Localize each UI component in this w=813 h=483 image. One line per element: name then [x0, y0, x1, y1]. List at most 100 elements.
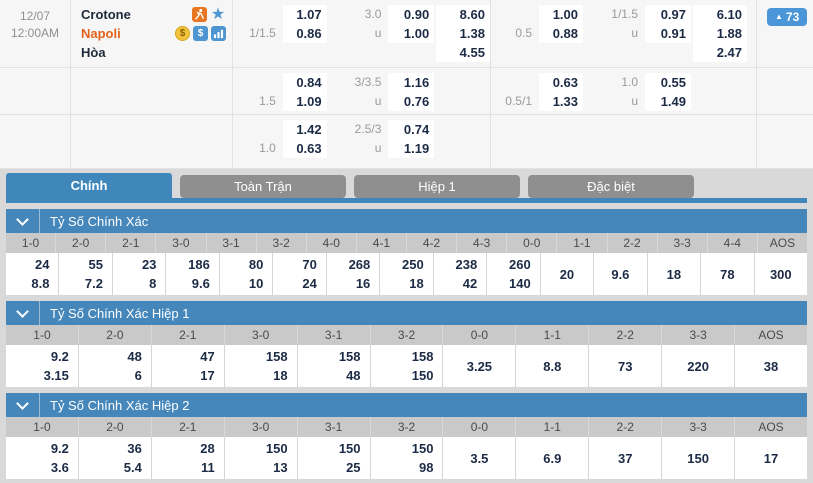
- over-odds[interactable]: 1.16: [388, 73, 435, 92]
- handicap-home-odds[interactable]: 1.42: [282, 120, 327, 139]
- match-odds-panel: 12/07 12:00AM Crotone ★ Napoli $ $: [0, 0, 813, 169]
- draw-odds[interactable]: 4.55: [436, 43, 490, 62]
- away-win-odds[interactable]: 1.38: [436, 24, 490, 43]
- score-odds-cell[interactable]: 24 8.8: [6, 253, 60, 295]
- dollar-icon[interactable]: $: [193, 26, 208, 41]
- handicap-away-odds[interactable]: 0.63: [282, 139, 327, 158]
- tab-toan-tran[interactable]: Toàn Trận: [180, 175, 346, 198]
- score-odds-cell[interactable]: 9.2 3.6: [6, 437, 79, 479]
- under-odds[interactable]: 1.49: [645, 92, 691, 111]
- away-win-odds[interactable]: 1.88: [693, 24, 747, 43]
- collapse-toggle[interactable]: [6, 393, 40, 417]
- handicap-away-odds[interactable]: 0.88: [539, 24, 583, 43]
- handicap-home-odds[interactable]: 1.00: [539, 5, 583, 24]
- score-odds-cell[interactable]: 18: [648, 253, 702, 295]
- score-odds-cell[interactable]: 28 11: [152, 437, 225, 479]
- score-odds-cell[interactable]: 150 98: [371, 437, 444, 479]
- score-odds-cell[interactable]: 220: [662, 345, 736, 387]
- score-odds-cell[interactable]: 150: [662, 437, 736, 479]
- score-odds-cell[interactable]: 6.9: [516, 437, 590, 479]
- market-tabs: Chính Toàn Trận Hiệp 1 Đặc biệt: [6, 173, 807, 198]
- score-column-header: 3-2: [371, 417, 444, 437]
- player-icon[interactable]: [192, 7, 207, 22]
- tab-hiep-1[interactable]: Hiệp 1: [354, 175, 520, 198]
- score-odds-cell[interactable]: 55 7.2: [59, 253, 113, 295]
- tab-dac-biet[interactable]: Đặc biệt: [528, 175, 694, 198]
- score-odds-cell[interactable]: 8.8: [516, 345, 590, 387]
- score-odds-cell[interactable]: 9.6: [594, 253, 648, 295]
- stats-icon[interactable]: [211, 26, 226, 41]
- handicap-away-odds[interactable]: 0.86: [282, 24, 327, 43]
- score-odds-cell[interactable]: 73: [589, 345, 663, 387]
- handicap-label: [491, 73, 539, 92]
- match-time: 12:00AM: [10, 26, 60, 40]
- score-column-header: 3-3: [662, 325, 736, 345]
- home-win-odds[interactable]: 8.60: [436, 5, 490, 24]
- handicap-away-odds[interactable]: 1.09: [282, 92, 327, 111]
- score-odds-cell[interactable]: 80 10: [220, 253, 274, 295]
- live-count-badge[interactable]: ▲ 73: [767, 7, 808, 26]
- score-header-row: 1-0 2-0 2-1 3-0 3-1 3-2 4-0 4-1 4-2 4-3 0-0 1-1 2-2 3…: [6, 233, 807, 253]
- score-odds-cell[interactable]: 260 140: [487, 253, 541, 295]
- odds-row-2: 1.5 0.84 1.09 3/3.5 u 1.16 0.76: [0, 68, 813, 115]
- under-odds[interactable]: 0.91: [645, 24, 691, 43]
- score-odds-cell[interactable]: 36 5.4: [79, 437, 152, 479]
- score-odds-cell[interactable]: 78: [701, 253, 755, 295]
- score-header-row: 1-0 2-0 2-1 3-0 3-1 3-2 0-0 1-1 2-2 3-3 AOS: [6, 417, 807, 437]
- score-odds-cell[interactable]: 158 18: [225, 345, 298, 387]
- score-column-header: 1-1: [516, 325, 590, 345]
- draw-odds[interactable]: 2.47: [693, 43, 747, 62]
- section-header[interactable]: Tỷ Số Chính Xác Hiệp 2: [6, 393, 807, 417]
- match-datetime: 12/07 12:00AM: [0, 0, 71, 67]
- score-odds-cell[interactable]: 37: [589, 437, 663, 479]
- home-team-name: Crotone: [81, 7, 131, 22]
- tab-chinh[interactable]: Chính: [6, 173, 172, 198]
- handicap-home-odds[interactable]: 1.07: [282, 5, 327, 24]
- score-column-header: AOS: [758, 328, 784, 342]
- score-odds-cell[interactable]: 23 8: [113, 253, 167, 295]
- score-column-header: 3-1: [298, 417, 371, 437]
- score-column-header: 0-0: [507, 233, 558, 253]
- score-column-header: 4-2: [407, 233, 458, 253]
- score-odds-cell[interactable]: 3.5: [443, 437, 517, 479]
- score-odds-cell[interactable]: 47 17: [152, 345, 225, 387]
- score-odds-cell[interactable]: 17: [763, 450, 779, 466]
- score-odds-cell[interactable]: 300: [769, 266, 792, 282]
- star-icon[interactable]: ★: [210, 6, 226, 23]
- handicap-away-odds[interactable]: 1.33: [539, 92, 583, 111]
- score-odds-cell[interactable]: 38: [763, 358, 779, 374]
- section-header[interactable]: Tỷ Số Chính Xác: [6, 209, 807, 233]
- away-team-name: Napoli: [81, 26, 121, 41]
- home-win-odds[interactable]: 6.10: [693, 5, 747, 24]
- section-header[interactable]: Tỷ Số Chính Xác Hiệp 1: [6, 301, 807, 325]
- handicap-home-odds[interactable]: 0.63: [539, 73, 583, 92]
- under-odds[interactable]: 1.00: [388, 24, 435, 43]
- handicap-home-odds[interactable]: 0.84: [282, 73, 327, 92]
- score-odds-cell[interactable]: 20: [541, 253, 595, 295]
- odds-block-right-1: 0.5 1.00 0.88 1/1.5 u 0.97 0.91 6.10 1.8…: [491, 0, 757, 67]
- coin-icon[interactable]: $: [175, 26, 190, 41]
- over-odds[interactable]: 0.90: [388, 5, 435, 24]
- score-column-header: 3-1: [298, 325, 371, 345]
- score-odds-cell[interactable]: 238 42: [434, 253, 488, 295]
- score-odds-cell[interactable]: 70 24: [273, 253, 327, 295]
- score-odds-cell[interactable]: 150 25: [298, 437, 371, 479]
- under-odds[interactable]: 1.19: [388, 139, 435, 158]
- score-odds-cell[interactable]: 48 6: [79, 345, 152, 387]
- collapse-toggle[interactable]: [6, 301, 40, 325]
- score-odds-cell[interactable]: 9.2 3.15: [6, 345, 79, 387]
- score-odds-cell[interactable]: 150 13: [225, 437, 298, 479]
- under-odds[interactable]: 0.76: [388, 92, 435, 111]
- collapse-toggle[interactable]: [6, 209, 40, 233]
- score-odds-cell[interactable]: 250 18: [380, 253, 434, 295]
- score-odds-cell[interactable]: 186 9.6: [166, 253, 220, 295]
- score-odds-cell[interactable]: 158 48: [298, 345, 371, 387]
- over-odds[interactable]: 0.74: [388, 120, 435, 139]
- score-column-header: AOS: [758, 420, 784, 434]
- score-odds-cell[interactable]: 158 150: [371, 345, 444, 387]
- over-odds[interactable]: 0.97: [645, 5, 691, 24]
- score-odds-cell[interactable]: 268 16: [327, 253, 381, 295]
- over-odds[interactable]: 0.55: [645, 73, 691, 92]
- score-odds-cell[interactable]: 3.25: [443, 345, 517, 387]
- home-team-row: Crotone ★: [81, 5, 226, 24]
